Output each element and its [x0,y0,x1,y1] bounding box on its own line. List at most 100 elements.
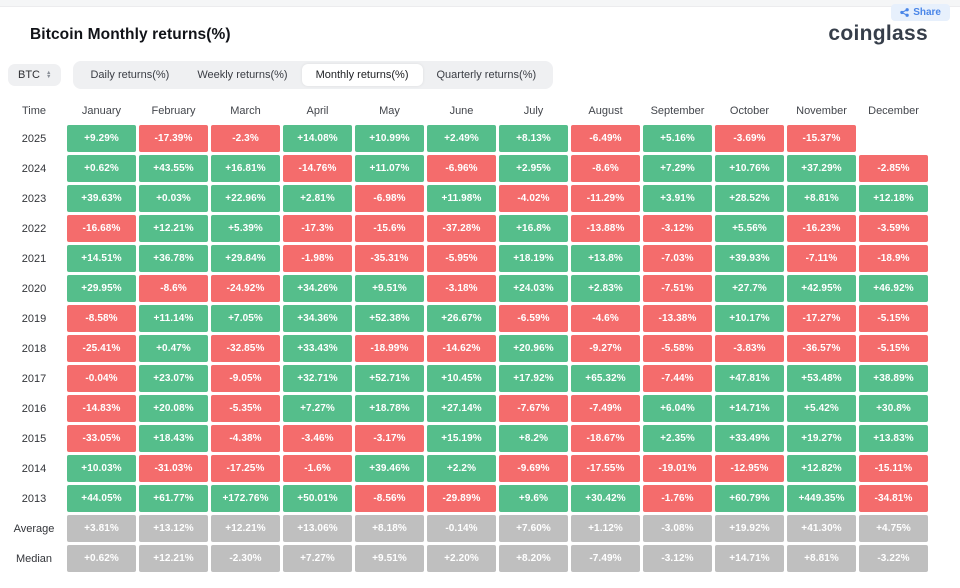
return-cell: +5.56% [715,215,784,242]
return-cell: -1.6% [283,455,352,482]
return-cell: +2.2% [427,455,496,482]
return-cell: +44.05% [67,485,136,512]
return-cell: +10.45% [427,365,496,392]
return-cell: +13.83% [859,425,928,452]
return-cell: +12.18% [859,185,928,212]
table-row-2022: 2022 -16.68% +12.21% +5.39% -17.3% -15.6% -37.… [0,215,960,242]
return-cell: -17.55% [571,455,640,482]
return-cell: +46.92% [859,275,928,302]
return-cell: -5.15% [859,335,928,362]
return-cell: +8.81% [787,545,856,572]
return-cell: +14.71% [715,395,784,422]
return-cell: -8.6% [139,275,208,302]
return-cell: +19.92% [715,515,784,542]
chevron-updown-icon: ▲ ▼ [46,70,52,80]
return-cell: +39.93% [715,245,784,272]
return-cell: -36.57% [787,335,856,362]
table-row-median: Median +0.62% +12.21% -2.30% +7.27% +9.51% +2.… [0,545,960,572]
return-cell: -7.44% [643,365,712,392]
row-label: 2015 [21,432,47,445]
return-cell: -2.85% [859,155,928,182]
return-cell: +449.35% [787,485,856,512]
tab-monthly-returns[interactable]: Monthly returns(%) [301,64,423,86]
table-row-2025: 2025 +9.29% -17.39% -2.3% +14.08% +10.99% +2.4… [0,125,960,152]
return-cell: +34.36% [283,305,352,332]
month-column-header: January [81,105,122,117]
return-cell: +8.2% [499,425,568,452]
month-column-header: June [449,105,474,117]
tab-daily-returns[interactable]: Daily returns(%) [76,64,183,86]
return-cell: +22.96% [211,185,280,212]
return-cell: -9.69% [499,455,568,482]
month-column-header: July [523,105,544,117]
return-cell: -3.59% [859,215,928,242]
return-cell: -6.49% [571,125,640,152]
return-cell: +8.20% [499,545,568,572]
return-cell: -31.03% [139,455,208,482]
return-cell: -17.39% [139,125,208,152]
return-cell: -16.68% [67,215,136,242]
row-label: 2021 [21,252,47,265]
return-cell: +2.81% [283,185,352,212]
return-cell: +37.29% [787,155,856,182]
return-cell: -17.25% [211,455,280,482]
return-cell: -2.3% [211,125,280,152]
return-cell: -9.05% [211,365,280,392]
row-label: 2019 [21,312,47,325]
return-cell: -11.29% [571,185,640,212]
return-cell: -4.38% [211,425,280,452]
return-cell: +7.60% [499,515,568,542]
return-cell: +32.71% [283,365,352,392]
return-cell: +38.89% [859,365,928,392]
return-cell: -16.23% [787,215,856,242]
return-cell: +5.39% [211,215,280,242]
return-cell: +27.7% [715,275,784,302]
return-cell: +9.51% [355,275,424,302]
return-cell: +1.12% [571,515,640,542]
return-cell: -8.56% [355,485,424,512]
return-cell: +33.49% [715,425,784,452]
return-cell: +29.95% [67,275,136,302]
table-row-2016: 2016 -14.83% +20.08% -5.35% +7.27% +18.78% +27… [0,395,960,422]
return-cell: -5.35% [211,395,280,422]
return-cell: -3.08% [643,515,712,542]
return-cell: -12.95% [715,455,784,482]
return-cell: -1.98% [283,245,352,272]
return-cell: +27.14% [427,395,496,422]
return-cell: -3.17% [355,425,424,452]
return-cell: +28.52% [715,185,784,212]
return-cell: -3.12% [643,545,712,572]
tab-weekly-returns[interactable]: Weekly returns(%) [183,64,301,86]
return-cell: -4.02% [499,185,568,212]
return-cell: +34.26% [283,275,352,302]
symbol-select[interactable]: BTC ▲ ▼ [8,64,62,86]
return-cell: +36.78% [139,245,208,272]
month-column-header: February [151,105,196,117]
return-cell: -3.69% [715,125,784,152]
return-cell: +13.12% [139,515,208,542]
table-body: 2025 +9.29% -17.39% -2.3% +14.08% +10.99% +2.4… [0,125,960,572]
return-cell: -5.15% [859,305,928,332]
return-cell: -3.46% [283,425,352,452]
table-row-2013: 2013 +44.05% +61.77% +172.76% +50.01% -8.56% -… [0,485,960,512]
row-label: 2020 [21,282,47,295]
table-row-average: Average +3.81% +13.12% +12.21% +13.06% +8.18%… [0,515,960,542]
page-header: Bitcoin Monthly returns(%) coinglass [0,7,960,44]
return-cell: +2.35% [643,425,712,452]
return-cell: +2.83% [571,275,640,302]
return-cell: -4.6% [571,305,640,332]
return-cell: -6.96% [427,155,496,182]
return-cell: -7.03% [643,245,712,272]
share-button[interactable]: Share [891,4,950,21]
return-cell: +3.81% [67,515,136,542]
return-cell: -17.27% [787,305,856,332]
tab-quarterly-returns[interactable]: Quarterly returns(%) [423,64,551,86]
return-cell: -7.49% [571,545,640,572]
return-cell: -3.22% [859,545,928,572]
return-cell: +12.82% [787,455,856,482]
return-cell: +39.63% [67,185,136,212]
return-cell: -15.37% [787,125,856,152]
table-row-2023: 2023 +39.63% +0.03% +22.96% +2.81% -6.98% +11.… [0,185,960,212]
return-cell: +8.18% [355,515,424,542]
